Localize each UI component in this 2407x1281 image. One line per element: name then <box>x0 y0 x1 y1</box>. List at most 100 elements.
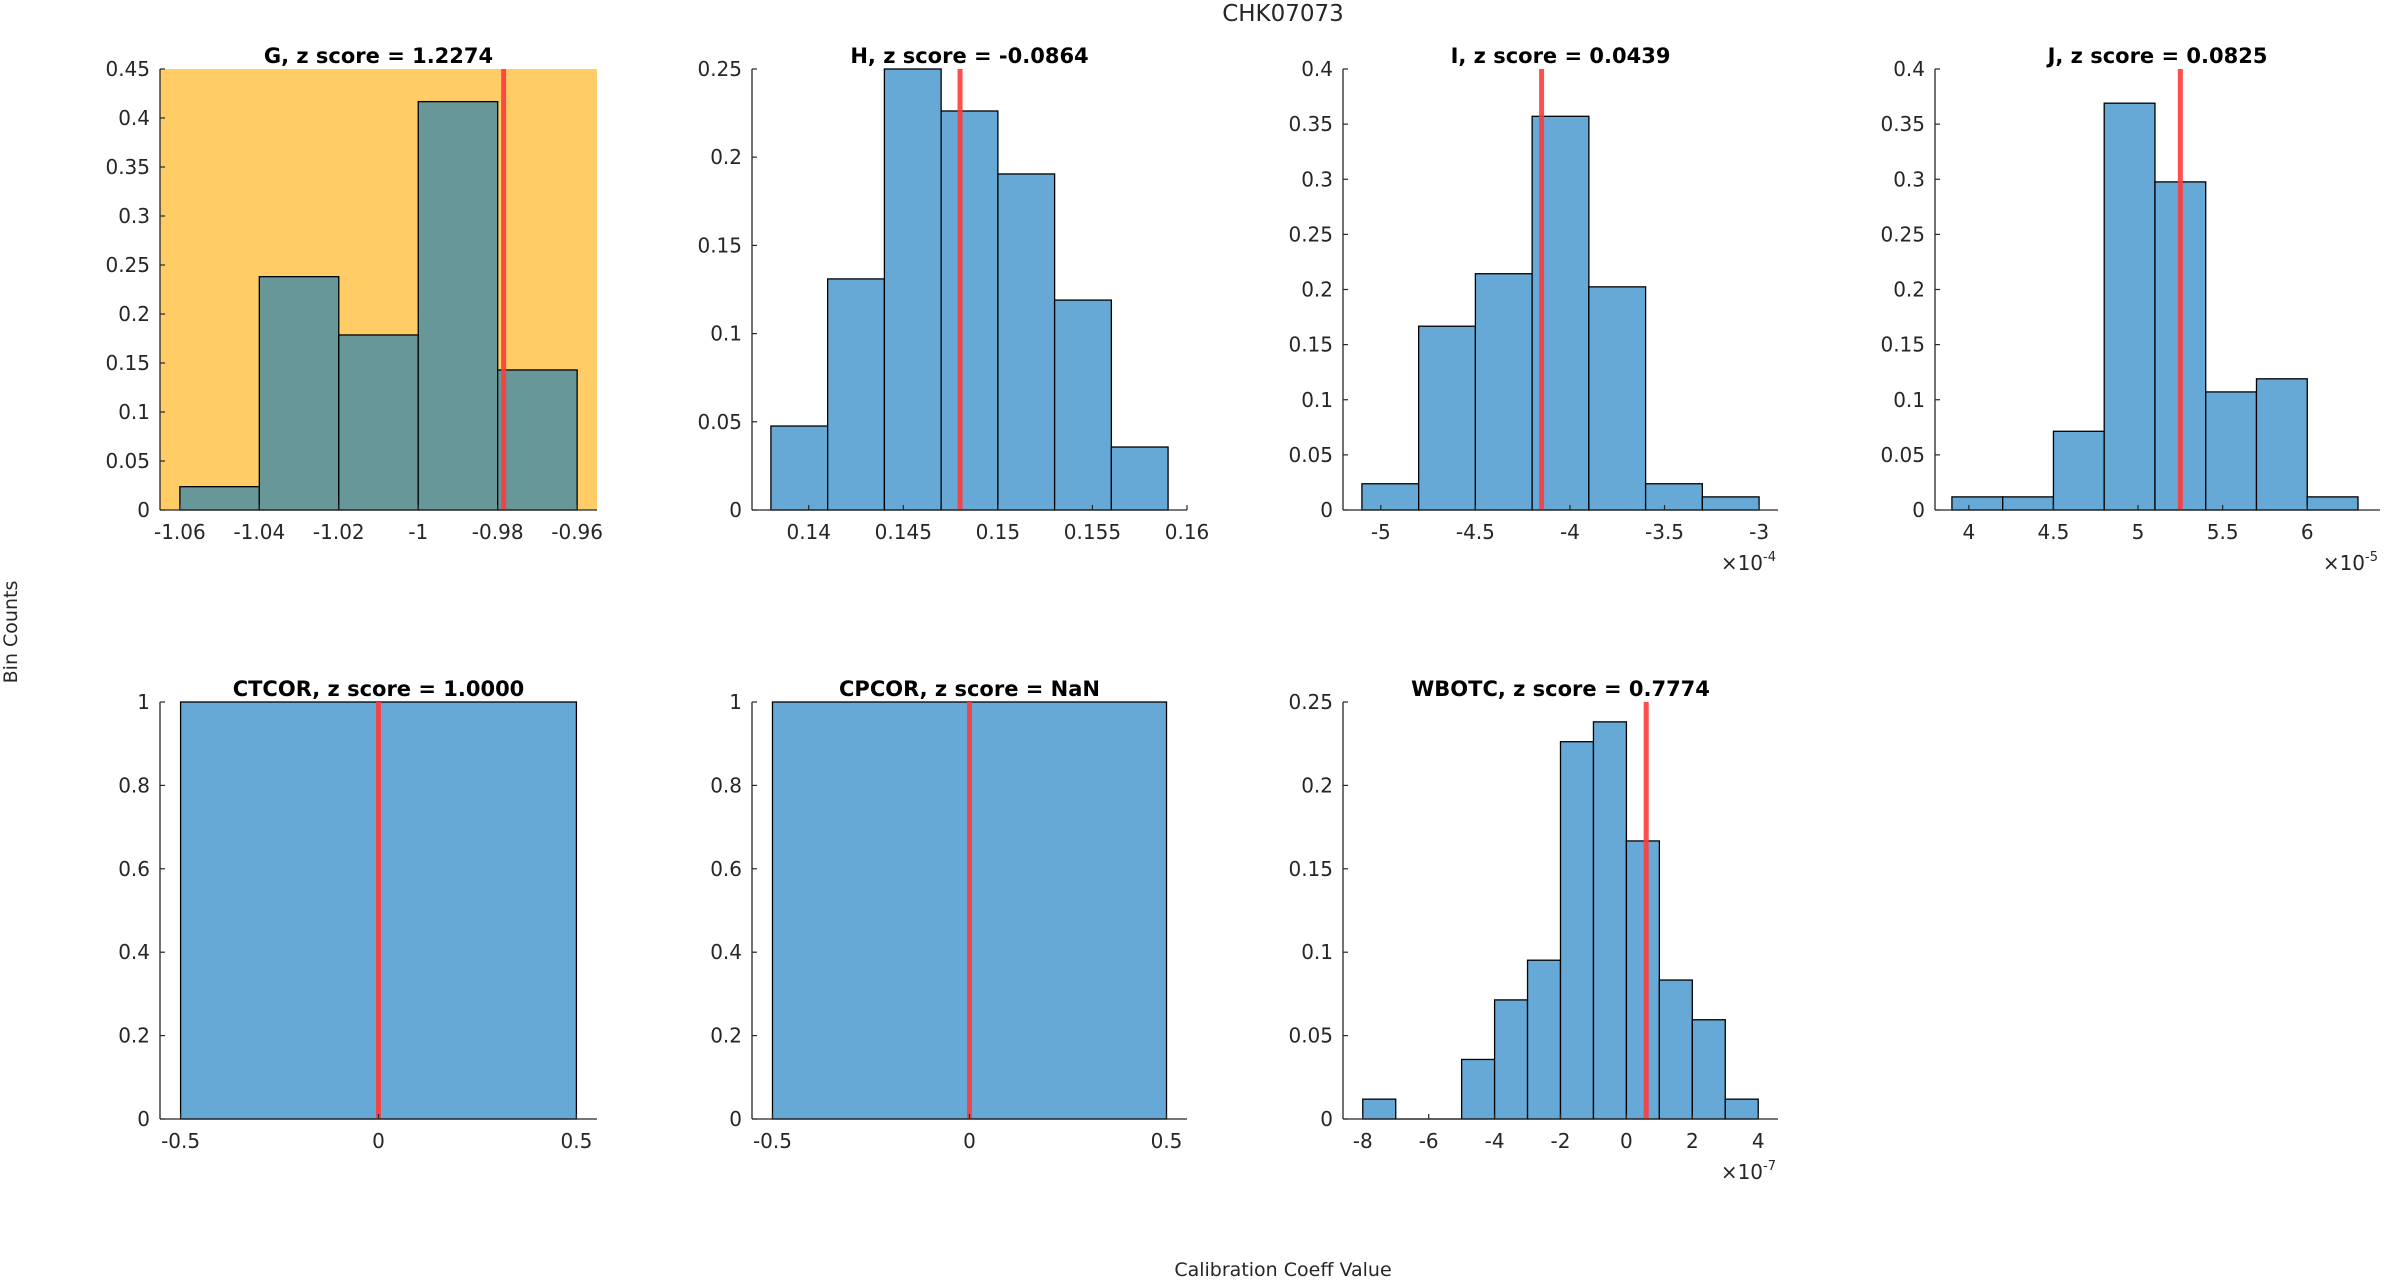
x-tick-label: 0 <box>372 1129 385 1153</box>
histogram-bar <box>1526 959 1562 1120</box>
y-tick-label: 0.2 <box>1301 773 1333 797</box>
y-tick-label: 0.45 <box>105 57 150 81</box>
y-tick-label: 0 <box>729 1107 742 1131</box>
histogram-bar <box>338 334 419 511</box>
y-tick-label: 0.35 <box>1288 112 1333 136</box>
y-tick-label: 1 <box>137 690 150 714</box>
histogram-bar <box>883 68 942 511</box>
x-tick-label: -1.06 <box>154 520 206 544</box>
histogram-bar <box>940 110 999 511</box>
x-exponent-label: ×10-7 <box>1721 1159 1776 1184</box>
figure-xlabel: Calibration Coeff Value <box>1174 1259 1391 1281</box>
histogram-bar <box>2052 430 2105 511</box>
y-tick-label: 0.25 <box>105 253 150 277</box>
histogram-bar <box>1592 721 1628 1120</box>
histogram-bar <box>1625 840 1661 1120</box>
x-exponent-power: -7 <box>1763 1159 1776 1174</box>
y-tick-label: 0.15 <box>697 233 742 257</box>
x-tick-label: -3.5 <box>1645 520 1684 544</box>
x-tick-label: 0 <box>1620 1129 1633 1153</box>
histogram-panel: 0 0.05 0.1 0.15 0.2 0.25 0.3 0.35 0.4 -5 -4.5 -4 -3.… <box>1288 44 1778 575</box>
x-tick-label: -0.5 <box>753 1129 792 1153</box>
y-tick-label: 0.2 <box>118 1024 150 1048</box>
panel-title: I, z score = 0.0439 <box>1451 44 1671 68</box>
x-tick-label: 2 <box>1686 1129 1699 1153</box>
histogram-bar <box>1460 1058 1496 1120</box>
x-tick-label: -5 <box>1371 520 1391 544</box>
histogram-bar <box>1951 496 2004 511</box>
y-tick-label: 0.05 <box>1288 1024 1333 1048</box>
y-tick-label: 0.8 <box>710 773 742 797</box>
x-exponent-label: ×10-5 <box>2323 550 2378 575</box>
x-exponent-power: -4 <box>1763 550 1776 565</box>
x-tick-label: 0.5 <box>561 1129 593 1153</box>
y-tick-label: 0.4 <box>118 940 150 964</box>
y-tick-label: 0 <box>1320 498 1333 522</box>
y-tick-label: 0.15 <box>1880 333 1925 357</box>
x-tick-label: 0 <box>963 1129 976 1153</box>
x-tick-label: -3 <box>1749 520 1769 544</box>
x-tick-label: 0.14 <box>786 520 831 544</box>
x-tick-label: 0.15 <box>976 520 1021 544</box>
y-tick-label: 0.15 <box>1288 333 1333 357</box>
y-tick-label: 0 <box>729 498 742 522</box>
histogram-bar <box>827 278 886 511</box>
y-tick-label: 0.25 <box>1288 222 1333 246</box>
histogram-bar <box>1493 999 1529 1120</box>
histogram-bar <box>997 173 1056 511</box>
histogram-bar <box>2002 496 2055 511</box>
y-tick-label: 0 <box>137 498 150 522</box>
y-tick-label: 0.8 <box>118 773 150 797</box>
x-tick-label: -0.98 <box>472 520 524 544</box>
histogram-bar <box>1691 1019 1726 1120</box>
y-tick-label: 0.6 <box>118 857 150 881</box>
x-tick-label: 0.155 <box>1064 520 1121 544</box>
panel-title: WBOTC, z score = 0.7774 <box>1411 677 1710 701</box>
y-tick-label: 0.35 <box>1880 112 1925 136</box>
x-tick-label: 6 <box>2301 520 2314 544</box>
histogram-bar <box>2205 391 2258 511</box>
x-tick-label: 4 <box>1752 1129 1765 1153</box>
figure-ylabel: Bin Counts <box>0 581 22 684</box>
y-tick-label: 0.25 <box>697 57 742 81</box>
histogram-bar <box>258 276 340 511</box>
x-tick-label: -1 <box>408 520 428 544</box>
y-tick-label: 0.1 <box>1893 388 1925 412</box>
histogram-panel: 0 0.05 0.1 0.15 0.2 0.25 0.3 0.35 0.4 0.45 -1.06 -1… <box>105 44 603 544</box>
y-tick-label: 0 <box>137 1107 150 1131</box>
y-tick-label: 0 <box>1320 1107 1333 1131</box>
x-tick-label: -0.5 <box>161 1129 200 1153</box>
histogram-bar <box>1701 496 1760 511</box>
x-tick-label: -4 <box>1485 1129 1505 1153</box>
histogram-bar <box>1361 483 1420 511</box>
y-tick-label: 0.1 <box>118 400 150 424</box>
x-tick-label: -1.02 <box>313 520 365 544</box>
x-tick-label: -8 <box>1353 1129 1373 1153</box>
y-tick-label: 0.1 <box>1301 388 1333 412</box>
x-tick-label: 0.145 <box>875 520 932 544</box>
y-tick-label: 0.05 <box>1288 443 1333 467</box>
y-tick-label: 0.4 <box>1301 57 1333 81</box>
histogram-panel: 0 0.2 0.4 0.6 0.8 1 -0.5 0 0.5 CPCOR, z score = N… <box>710 677 1187 1153</box>
y-tick-label: 0.3 <box>1893 167 1925 191</box>
histogram-bar <box>1588 286 1647 511</box>
x-tick-label: 4 <box>1962 520 1975 544</box>
histogram-bar <box>1474 273 1533 511</box>
y-tick-label: 0.05 <box>697 410 742 434</box>
y-tick-label: 0.25 <box>1880 222 1925 246</box>
panel-title: H, z score = -0.0864 <box>850 44 1088 68</box>
x-tick-label: -0.96 <box>551 520 603 544</box>
histogram-bar <box>1110 446 1169 511</box>
panel-title: J, z score = 0.0825 <box>2046 44 2268 68</box>
y-tick-label: 0.35 <box>105 155 150 179</box>
histogram-panel: 0 0.05 0.1 0.15 0.2 0.25 -8 -6 -4 -2 0 2 4 WBOTC, z s… <box>1288 677 1778 1184</box>
histogram-bar <box>770 425 829 511</box>
y-tick-label: 0.3 <box>1301 167 1333 191</box>
x-tick-label: 5.5 <box>2207 520 2239 544</box>
histogram-bar <box>2103 102 2156 511</box>
x-tick-label: 0.16 <box>1165 520 1210 544</box>
panel-title: CPCOR, z score = NaN <box>839 677 1100 701</box>
x-exponent-power: -5 <box>2365 550 2378 565</box>
y-tick-label: 0.15 <box>1288 857 1333 881</box>
y-tick-label: 0.2 <box>1301 278 1333 302</box>
